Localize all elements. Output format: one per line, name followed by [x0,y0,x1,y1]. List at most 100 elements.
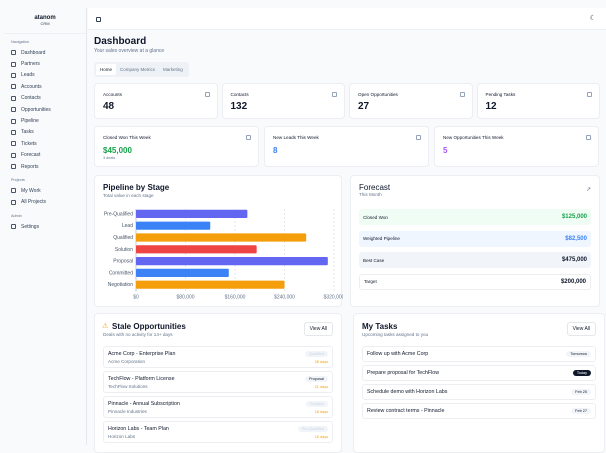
my-work-icon [11,188,16,194]
sidebar-item-settings[interactable]: Settings [4,221,86,232]
due-badge: Feb 25 [571,389,591,395]
reports-icon [11,164,16,170]
stat-label: Accounts [103,92,122,97]
my-tasks-card: My Tasks Upcoming tasks assigned to you … [353,313,605,453]
bar-proposal[interactable] [136,257,328,266]
forecast-row-target: Target $200,000 [359,273,591,290]
sidebar-item-opportunities[interactable]: Opportunities [4,104,86,115]
bar-qualified[interactable] [136,233,307,242]
stat-card-contacts[interactable]: Contacts 132 [221,83,345,119]
forecast-row-weighted-pipeline: Weighted Pipeline $82,500 [359,230,591,247]
stat-card-pending-tasks[interactable]: Pending Tasks 12 [476,83,600,119]
stage-badge: Qualified [305,351,328,357]
sidebar-item-contacts[interactable]: Contacts [4,93,86,104]
weekly-value: $45,000 [103,146,132,155]
sidebar-item-label: Settings [21,223,40,230]
tasks-view-all-button[interactable]: View All [566,322,596,336]
task-item[interactable]: Schedule demo with Horizon Labs Feb 25 [362,384,596,400]
sidebar-item-reports[interactable]: Reports [4,161,86,172]
weekly-card-new-opportunities-this-week[interactable]: New Opportunities This Week 5 [434,126,599,167]
tab-marketing[interactable]: Marketing [163,67,183,72]
sidebar-item-leads[interactable]: Leads [4,70,86,81]
stat-card-open-opportunities[interactable]: Open Opportunities 27 [349,83,473,119]
tab-home[interactable]: Home [96,64,117,75]
days-stale: 16 days [314,435,328,439]
nav-section-title: Navigation [11,40,29,44]
forecast-label: Best Case [363,257,385,263]
opportunity-company: Pinnacle Industries [108,409,147,414]
opportunity-title: Acme Corp - Enterprise Plan [108,351,176,357]
sidebar-item-forecast[interactable]: Forecast [4,150,86,161]
settings-icon [11,224,16,230]
y-tick-label: Committed [109,270,133,276]
sidebar-item-partners[interactable]: Partners [4,58,86,69]
weekly-note: 3 deals [103,156,116,160]
trend-up-icon: ↗ [585,187,591,193]
days-stale: 28 days [314,360,328,364]
forecast-label: Target [364,279,377,284]
stage-badge: Pre-Qualified [297,426,328,432]
sidebar-item-all-projects[interactable]: All Projects [4,197,86,208]
task-item[interactable]: Prepare proposal for TechFlow Today [362,365,596,381]
chart-title: Pipeline by Stage [103,183,170,192]
sidebar-item-accounts[interactable]: Accounts [4,81,86,92]
stale-opportunity-item[interactable]: TechFlow - Platform License TechFlow Solu… [103,371,333,393]
partners-icon [11,61,16,67]
warning-icon: ⚠ [102,323,109,330]
bar-solution[interactable] [136,245,257,254]
sidebar-toggle-icon[interactable] [96,17,101,22]
weekly-label: Closed Won This Week [103,135,151,140]
weekly-card-new-leads-this-week[interactable]: New Leads This Week 8 [264,126,429,167]
sidebar-item-pipeline[interactable]: Pipeline [4,115,86,126]
y-tick-label: Negotiation [108,282,134,288]
sidebar-item-label: My Work [21,187,41,194]
tasks-title: My Tasks [362,322,398,331]
sidebar-item-dashboard[interactable]: Dashboard [4,47,86,58]
y-tick-label: Pre-Qualified [104,211,133,217]
forecast-label: Weighted Pipeline [363,236,400,241]
new-opportunities-this-week-icon [586,135,591,140]
sidebar-item-label: Pipeline [21,118,39,125]
bar-pre-qualified[interactable] [136,209,248,218]
sidebar-item-label: Forecast [21,152,41,159]
x-tick-label: $160,000 [225,295,246,301]
open-opportunities-icon [459,92,465,97]
tab-bar: Home Company Metrics Marketing [94,62,189,77]
tasks-subtitle: Upcoming tasks assigned to you [362,332,429,337]
bar-lead[interactable] [136,221,211,230]
stat-label: Pending Tasks [485,92,516,97]
sidebar-item-label: Reports [21,163,39,170]
bar-negotiation[interactable] [136,280,285,289]
days-stale: 21 days [314,385,328,389]
theme-toggle-moon-icon[interactable]: ☾ [589,15,596,22]
stale-view-all-button[interactable]: View All [303,322,333,336]
task-title: Schedule demo with Horizon Labs [367,389,448,395]
task-title: Review contract terms - Pinnacle [367,408,445,414]
opportunity-title: Horizon Labs - Team Plan [108,426,169,432]
stat-card-accounts[interactable]: Accounts 48 [94,83,218,119]
task-item[interactable]: Follow up with Acme Corp Tomorrow [362,346,596,362]
top-header: ☾ [88,8,606,30]
weekly-card-closed-won-this-week[interactable]: Closed Won This Week $45,000 3 deals [94,126,259,167]
sidebar-item-label: Tickets [21,140,37,147]
forecast-value: $475,000 [561,257,587,263]
stale-opportunity-item[interactable]: Horizon Labs - Team Plan Horizon Labs Pre-… [103,421,333,443]
due-badge: Tomorrow [566,351,591,357]
sidebar-item-tickets[interactable]: Tickets [4,138,86,149]
stale-opportunity-item[interactable]: Pinnacle - Annual Subscription Pinnacle I… [103,396,333,418]
all-projects-icon [11,199,16,205]
forecast-row-closed-won: Closed Won $125,000 [359,209,591,225]
bar-committed[interactable] [136,268,229,277]
sidebar-item-label: Tasks [21,129,34,136]
task-title: Prepare proposal for TechFlow [367,370,440,376]
sidebar-item-tasks[interactable]: Tasks [4,127,86,138]
stale-opportunity-item[interactable]: Acme Corp - Enterprise Plan Acme Corporat… [103,346,333,368]
tab-company-metrics[interactable]: Company Metrics [120,67,156,72]
sidebar-item-my-work[interactable]: My Work [4,185,86,196]
task-item[interactable]: Review contract terms - Pinnacle Feb 27 [362,403,596,419]
logo[interactable]: atanom CRM [4,8,86,34]
stale-opportunities-card: ⚠ Stale Opportunities Deals with no acti… [94,313,342,453]
stat-label: Open Opportunities [358,92,398,97]
x-tick-label: $240,000 [274,295,295,301]
sidebar-item-label: Accounts [21,83,42,90]
